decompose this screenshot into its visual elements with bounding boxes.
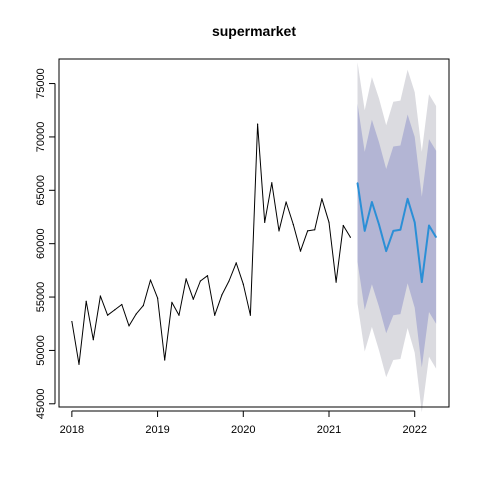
- forecast-point: [421, 281, 423, 283]
- observed-point: [307, 230, 309, 232]
- observed-point: [128, 325, 130, 327]
- observed-point: [178, 314, 180, 316]
- observed-point: [249, 314, 251, 316]
- observed-point: [285, 201, 287, 203]
- y-tick-label: 45000: [35, 389, 47, 420]
- observed-point: [242, 283, 244, 285]
- observed-point: [214, 314, 216, 316]
- observed-point: [278, 230, 280, 232]
- y-axis: 45000 50000 55000 60000 65000 70000 75000: [35, 68, 56, 420]
- observed-point: [164, 359, 166, 361]
- observed-point: [171, 301, 173, 303]
- observed-point: [342, 224, 344, 227]
- observed-point: [257, 123, 259, 125]
- observed-point: [142, 305, 144, 307]
- observed-point: [314, 229, 316, 231]
- y-tick-label: 70000: [35, 122, 47, 153]
- prediction-intervals: [357, 62, 437, 413]
- observed-point: [185, 278, 187, 280]
- forecast-point: [385, 250, 387, 252]
- x-tick-label: 2019: [145, 424, 169, 436]
- forecast-point: [399, 229, 401, 231]
- forecast-point: [356, 182, 359, 184]
- observed-point: [107, 314, 109, 316]
- observed-point: [149, 279, 152, 281]
- observed-point: [157, 297, 159, 299]
- observed-point: [271, 182, 273, 184]
- y-tick-label: 75000: [35, 68, 47, 99]
- band-80-percent: [357, 103, 437, 368]
- observed-point: [299, 250, 302, 252]
- observed-point: [114, 309, 116, 311]
- observed-point: [206, 275, 209, 277]
- observed-point: [349, 236, 351, 238]
- forecast-point: [371, 201, 373, 203]
- y-tick-label: 55000: [35, 282, 47, 313]
- forecast-point: [414, 221, 416, 223]
- observed-point: [85, 300, 87, 302]
- x-tick-label: 2020: [231, 424, 255, 436]
- observed-point: [335, 281, 337, 283]
- observed-point: [228, 280, 230, 282]
- observed-point: [135, 313, 137, 315]
- x-tick-label: 2022: [402, 424, 426, 436]
- x-tick-label: 2018: [60, 424, 84, 436]
- forecast-point: [407, 198, 409, 200]
- y-tick-label: 50000: [35, 335, 47, 366]
- forecast-point: [428, 224, 430, 227]
- observed-point: [78, 363, 80, 365]
- forecast-line: [356, 182, 437, 284]
- observed-point: [121, 303, 123, 306]
- observed-point: [328, 221, 330, 223]
- observed-point: [321, 198, 323, 200]
- forecast-point: [364, 230, 366, 232]
- x-axis: 2018 2019 2020 2021 2022: [60, 410, 427, 436]
- observed-point: [71, 321, 73, 323]
- series-lines: [71, 123, 437, 365]
- forecast-point: [392, 230, 394, 232]
- observed-point: [235, 262, 237, 264]
- forecast-point: [378, 223, 380, 226]
- observed-point: [199, 280, 201, 282]
- x-tick-label: 2021: [317, 424, 341, 436]
- y-tick-label: 60000: [35, 228, 47, 259]
- observed-point: [264, 221, 266, 223]
- observed-point: [92, 339, 94, 341]
- forecast-point: [435, 236, 437, 238]
- observed-point: [99, 295, 101, 297]
- observed-point: [292, 223, 294, 226]
- chart-title: supermarket: [212, 23, 296, 39]
- observed-line: [71, 123, 351, 365]
- plot-box: [58, 58, 450, 408]
- observed-point: [192, 298, 194, 300]
- observed-point: [221, 294, 223, 296]
- y-tick-label: 65000: [35, 175, 47, 206]
